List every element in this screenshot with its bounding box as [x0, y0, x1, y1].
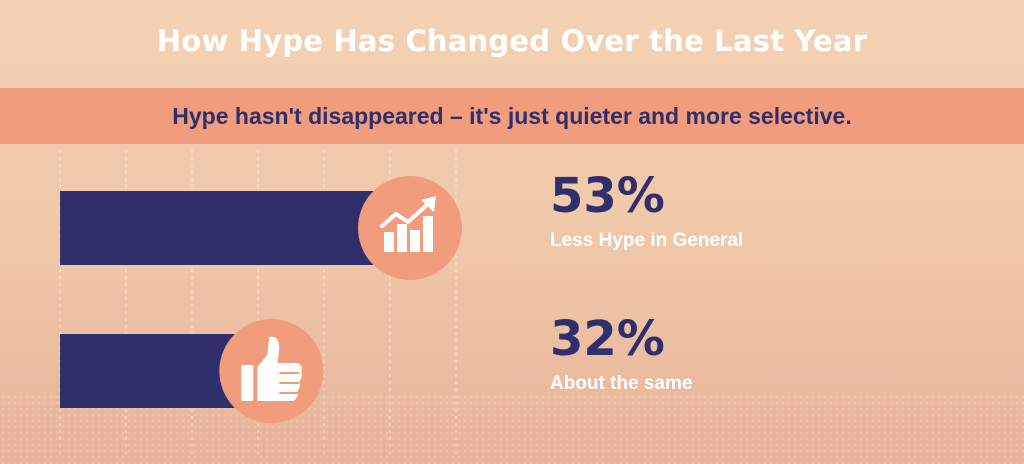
thumbs-up-icon	[241, 336, 302, 401]
icon-bar	[397, 224, 407, 252]
icon-badge	[358, 176, 462, 280]
bars	[60, 176, 462, 423]
icon-trend-arrow	[421, 196, 436, 212]
subtitle-banner	[0, 88, 1024, 144]
icon-bar	[384, 232, 394, 252]
category-label: Less Hype in General	[550, 230, 744, 251]
icon-hand	[257, 336, 302, 401]
bar-1	[60, 191, 410, 265]
icon-bar	[410, 230, 420, 252]
data-value-label: 53%	[550, 168, 665, 224]
data-value-label: 32%	[550, 311, 665, 367]
icon-cuff	[241, 365, 254, 401]
icon-bar	[423, 216, 433, 252]
category-label: About the same	[550, 373, 693, 394]
icon-trend-line	[380, 202, 430, 228]
trending-up-chart-icon	[380, 196, 436, 252]
chart-subtitle: Hype hasn't disappeared – it's just quie…	[172, 103, 852, 129]
chart-title: How Hype Has Changed Over the Last Year	[156, 24, 868, 58]
